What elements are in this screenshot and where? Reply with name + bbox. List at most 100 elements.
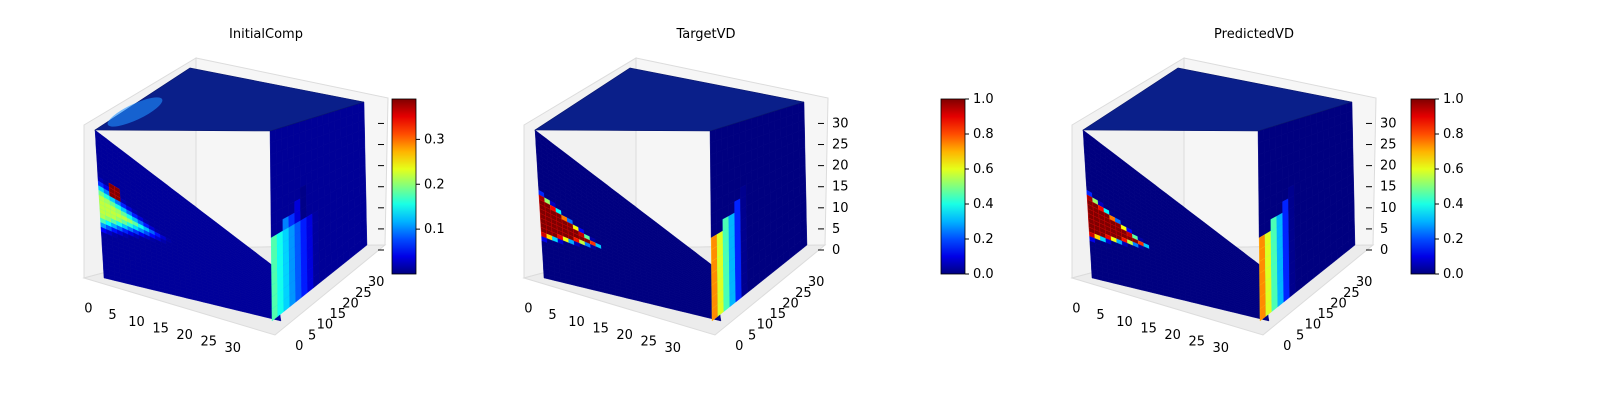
z-tick-label: 10 xyxy=(832,201,849,216)
voxel xyxy=(299,119,306,134)
y-tick-label: 30 xyxy=(1356,275,1373,290)
colorbar-tick-label: 0.6 xyxy=(973,162,994,177)
x-tick-label: 5 xyxy=(108,308,116,323)
z-tick-label: 15 xyxy=(1380,180,1397,195)
colorbar: 0.0 0.2 0.4 0.6 0.8 1.0 xyxy=(1410,92,1464,282)
colorbar-tick-label: 0.4 xyxy=(973,197,994,212)
front-face-voxels xyxy=(94,129,282,322)
colorbar-tick-label: 0.2 xyxy=(973,232,994,247)
x-tick-label: 0 xyxy=(524,302,532,317)
voxel xyxy=(1257,128,1265,144)
voxel xyxy=(287,123,294,138)
z-tick-label: 5 xyxy=(1380,222,1388,237)
colorbar-tick-label: 0.0 xyxy=(1443,267,1464,282)
z-tick-label: 25 xyxy=(832,138,849,153)
z-tick-label: 0 xyxy=(832,243,840,258)
y-tick-label: 30 xyxy=(808,275,825,290)
voxel xyxy=(1269,125,1277,140)
z-tick-label: 30 xyxy=(1380,116,1397,131)
colorbar-tick-label: 0.6 xyxy=(1443,162,1464,177)
subplot-title: PredictedVD xyxy=(1214,27,1294,42)
colorbar-tick-label: 0.2 xyxy=(424,177,445,192)
y-tick-label: 30 xyxy=(368,275,385,290)
voxel xyxy=(274,317,282,322)
x-tick-label: 15 xyxy=(1140,321,1157,336)
voxel xyxy=(269,128,277,144)
voxel xyxy=(1263,127,1271,142)
colorbar-gradient xyxy=(391,98,417,275)
colorbar-gradient xyxy=(940,98,966,275)
y-tick-label: 5 xyxy=(1296,328,1304,343)
z-tick-label: 10 xyxy=(1380,201,1397,216)
z-tick-label: 20 xyxy=(832,159,849,174)
y-tick-label: 10 xyxy=(317,318,334,333)
y-tick-label: 25 xyxy=(355,286,372,301)
z-tick-label: 0 xyxy=(1380,243,1388,258)
front-face-voxels xyxy=(534,129,722,322)
y-tick-label: 20 xyxy=(342,296,359,311)
x-tick-label: 10 xyxy=(128,315,145,330)
voxel xyxy=(709,128,717,144)
voxel xyxy=(715,127,723,142)
top-face xyxy=(94,67,365,132)
voxel xyxy=(1281,121,1288,136)
z-tick-label: 5 xyxy=(832,222,840,237)
colorbar-gradient xyxy=(1410,98,1436,275)
y-tick-label: 5 xyxy=(308,328,316,343)
y-tick-label: 0 xyxy=(735,339,743,354)
voxel xyxy=(1275,123,1282,138)
z-tick-label: 25 xyxy=(1380,138,1397,153)
colorbar-tick-label: 0.2 xyxy=(1443,232,1464,247)
x-tick-label: 10 xyxy=(1116,315,1133,330)
voxel xyxy=(1257,140,1265,156)
voxel xyxy=(269,140,277,156)
y-tick-label: 5 xyxy=(748,328,756,343)
z-tick-label: 15 xyxy=(832,180,849,195)
x-tick-label: 0 xyxy=(84,302,92,317)
x-tick-label: 25 xyxy=(200,334,217,349)
x-tick-label: 15 xyxy=(592,321,609,336)
colorbar-tick-label: 0.8 xyxy=(973,127,994,142)
y-tick-label: 0 xyxy=(295,339,303,354)
voxel xyxy=(709,140,717,156)
voxel xyxy=(275,127,283,142)
subplot-title: TargetVD xyxy=(675,27,735,42)
voxel xyxy=(721,125,729,140)
x-tick-label: 5 xyxy=(1096,308,1104,323)
voxel xyxy=(739,119,746,134)
voxel xyxy=(360,235,368,251)
x-tick-label: 0 xyxy=(1072,302,1080,317)
x-tick-label: 25 xyxy=(640,334,657,349)
x-tick-label: 20 xyxy=(616,328,633,343)
voxel xyxy=(281,125,289,140)
colorbar: 0.0 0.2 0.4 0.6 0.8 1.0 xyxy=(940,92,994,282)
x-tick-label: 25 xyxy=(1188,334,1205,349)
z-tick-label: 30 xyxy=(832,116,849,131)
colorbar-tick-label: 0.8 xyxy=(1443,127,1464,142)
colorbar-tick-label: 1.0 xyxy=(973,92,994,107)
x-tick-label: 30 xyxy=(225,341,242,356)
y-tick-label: 0 xyxy=(1283,339,1291,354)
x-tick-label: 30 xyxy=(665,341,682,356)
subplot-title: InitialComp xyxy=(229,27,303,42)
colorbar-tick-label: 0.4 xyxy=(1443,197,1464,212)
top-highlight xyxy=(107,97,163,127)
x-tick-label: 15 xyxy=(152,321,169,336)
x-tick-label: 5 xyxy=(548,308,556,323)
colorbar: 0.1 0.2 0.3 xyxy=(391,98,445,275)
x-tick-label: 10 xyxy=(568,315,585,330)
z-tick-label: 20 xyxy=(1380,159,1397,174)
x-tick-label: 30 xyxy=(1213,341,1230,356)
colorbar-tick-label: 0.0 xyxy=(973,267,994,282)
voxel xyxy=(293,121,300,136)
voxel xyxy=(733,121,740,136)
voxel xyxy=(727,123,734,138)
colorbar-tick-label: 1.0 xyxy=(1443,92,1464,107)
x-tick-label: 20 xyxy=(1164,328,1181,343)
colorbar-tick-label: 0.3 xyxy=(424,132,445,147)
x-tick-label: 20 xyxy=(176,328,193,343)
